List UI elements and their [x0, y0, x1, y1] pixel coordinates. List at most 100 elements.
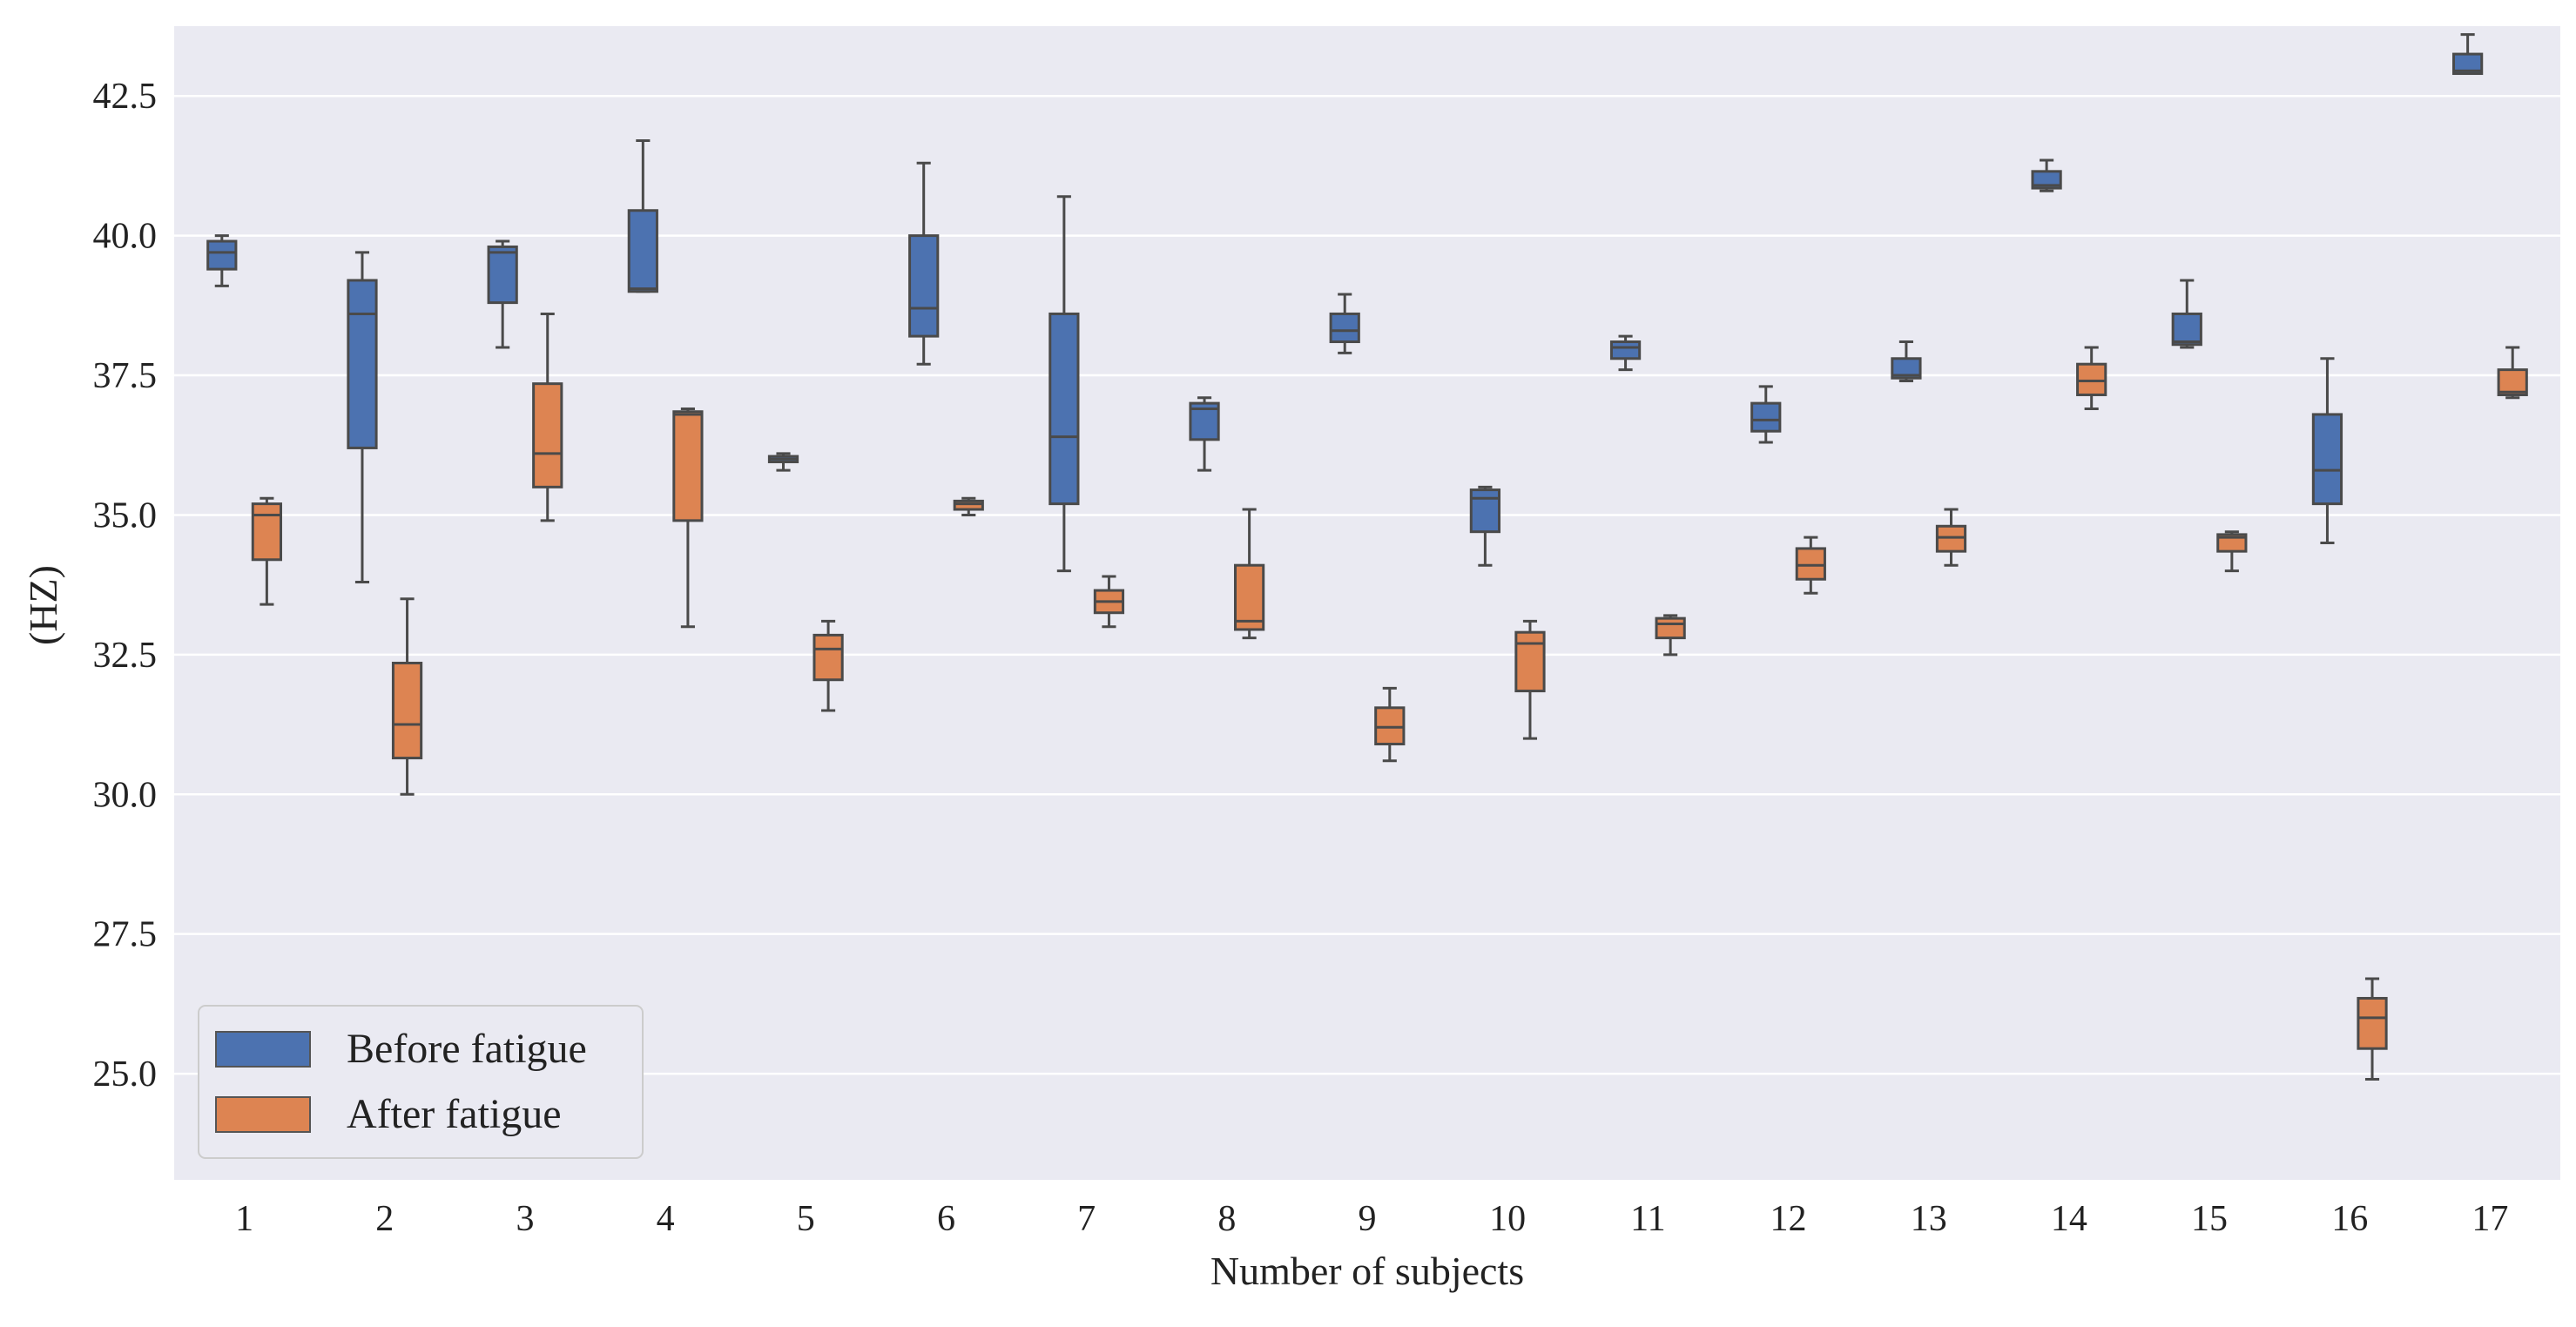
- iqr-box: [2171, 312, 2202, 347]
- iqr-box: [1049, 312, 1080, 506]
- box-before-fatigue: [627, 139, 658, 293]
- iqr-box: [627, 209, 658, 293]
- x-tick-label: 14: [2051, 1199, 2087, 1239]
- iqr-box: [1795, 547, 1826, 581]
- y-tick-label: 25.0: [93, 1054, 158, 1095]
- y-tick-label: 40.0: [93, 217, 158, 257]
- box-before-fatigue: [1891, 340, 1922, 382]
- legend-label-before-fatigue: Before fatigue: [347, 1026, 587, 1072]
- box-after-fatigue: [1514, 619, 1546, 740]
- box-after-fatigue: [1233, 508, 1265, 640]
- y-axis-label: (HZ): [21, 565, 65, 645]
- y-tick-label: 32.5: [93, 636, 158, 676]
- y-tick-label: 42.5: [93, 77, 158, 117]
- iqr-box: [813, 633, 844, 682]
- box-before-fatigue: [2452, 33, 2484, 76]
- box-after-fatigue: [1093, 575, 1125, 629]
- box-after-fatigue: [1655, 614, 1686, 657]
- x-tick-label: 6: [937, 1199, 955, 1239]
- x-tick-label: 3: [516, 1199, 534, 1239]
- y-tick-labels: 25.0 27.5 30.0 32.5 35.0 37.5 40.0 42.5: [93, 77, 158, 1095]
- x-tick-label: 16: [2331, 1199, 2368, 1239]
- box-after-fatigue: [1374, 686, 1406, 763]
- plot-area: [174, 26, 2560, 1180]
- box-after-fatigue: [2497, 346, 2528, 400]
- x-tick-label: 17: [2471, 1199, 2508, 1239]
- box-after-fatigue: [1795, 536, 1826, 595]
- box-after-fatigue: [1935, 508, 1967, 567]
- legend-swatch-after-fatigue: [215, 1096, 311, 1133]
- iqr-box: [391, 661, 423, 760]
- y-tick-label: 27.5: [93, 915, 158, 955]
- legend: Before fatigue After fatigue: [198, 1005, 644, 1159]
- x-axis-label: Number of subjects: [1210, 1249, 1524, 1293]
- iqr-box: [1609, 340, 1642, 360]
- x-tick-label: 4: [657, 1199, 675, 1239]
- box-after-fatigue: [391, 597, 423, 796]
- box-after-fatigue: [251, 496, 282, 606]
- iqr-box: [1374, 706, 1406, 746]
- box-before-fatigue: [1750, 385, 1782, 444]
- y-tick-label: 35.0: [93, 495, 158, 536]
- iqr-box: [1469, 488, 1501, 534]
- iqr-box: [1750, 401, 1782, 433]
- box-after-fatigue: [672, 408, 704, 629]
- box-after-fatigue: [2076, 346, 2107, 411]
- iqr-box: [672, 410, 704, 522]
- x-tick-label: 9: [1359, 1199, 1377, 1239]
- x-tick-label: 12: [1770, 1199, 1807, 1239]
- box-before-fatigue: [1189, 396, 1220, 472]
- x-tick-label: 1: [235, 1199, 253, 1239]
- iqr-box: [206, 239, 238, 271]
- iqr-box: [1891, 357, 1922, 380]
- iqr-box: [2216, 533, 2248, 553]
- x-tick-labels: 1 2 3 4 5 6 7 8 9 10 11 12 13 14 15 16 17: [235, 1199, 2508, 1239]
- box-before-fatigue: [1469, 485, 1501, 567]
- iqr-box: [487, 245, 518, 305]
- y-tick-label: 30.0: [93, 775, 158, 815]
- iqr-box: [532, 382, 563, 488]
- iqr-box: [251, 502, 282, 562]
- box-before-fatigue: [1329, 293, 1360, 354]
- x-tick-label: 15: [2191, 1199, 2228, 1239]
- x-tick-label: 2: [375, 1199, 394, 1239]
- x-tick-label: 11: [1630, 1199, 1665, 1239]
- box-after-fatigue: [532, 312, 563, 522]
- iqr-box: [2031, 170, 2062, 190]
- x-tick-label: 8: [1217, 1199, 1236, 1239]
- iqr-box: [1233, 563, 1265, 631]
- iqr-box: [1655, 616, 1686, 640]
- box-before-fatigue: [206, 234, 238, 287]
- boxes: [206, 33, 2528, 1081]
- iqr-box: [1329, 312, 1360, 344]
- x-tick-label: 5: [797, 1199, 815, 1239]
- iqr-box: [2311, 413, 2343, 506]
- box-after-fatigue: [813, 619, 844, 712]
- legend-label-after-fatigue: After fatigue: [347, 1091, 562, 1137]
- box-before-fatigue: [2171, 279, 2202, 349]
- iqr-box: [2452, 52, 2484, 76]
- box-before-fatigue: [487, 239, 518, 349]
- box-before-fatigue: [1049, 195, 1080, 573]
- iqr-box: [1935, 524, 1967, 553]
- box-before-fatigue: [347, 251, 378, 583]
- iqr-box: [1514, 630, 1546, 693]
- box-after-fatigue: [953, 496, 984, 516]
- iqr-box: [2497, 368, 2528, 396]
- iqr-box: [2076, 362, 2107, 396]
- iqr-box: [2357, 996, 2388, 1050]
- legend-swatch-before-fatigue: [215, 1031, 311, 1068]
- x-tick-label: 7: [1077, 1199, 1096, 1239]
- box-after-fatigue: [2357, 977, 2388, 1081]
- box-before-fatigue: [2311, 357, 2343, 545]
- iqr-box: [908, 234, 940, 338]
- y-tick-label: 37.5: [93, 356, 158, 396]
- box-before-fatigue: [767, 452, 799, 472]
- box-after-fatigue: [2216, 530, 2248, 573]
- iqr-box: [953, 499, 984, 511]
- box-before-fatigue: [1609, 334, 1642, 372]
- box-before-fatigue: [2031, 158, 2062, 192]
- x-tick-label: 13: [1911, 1199, 1947, 1239]
